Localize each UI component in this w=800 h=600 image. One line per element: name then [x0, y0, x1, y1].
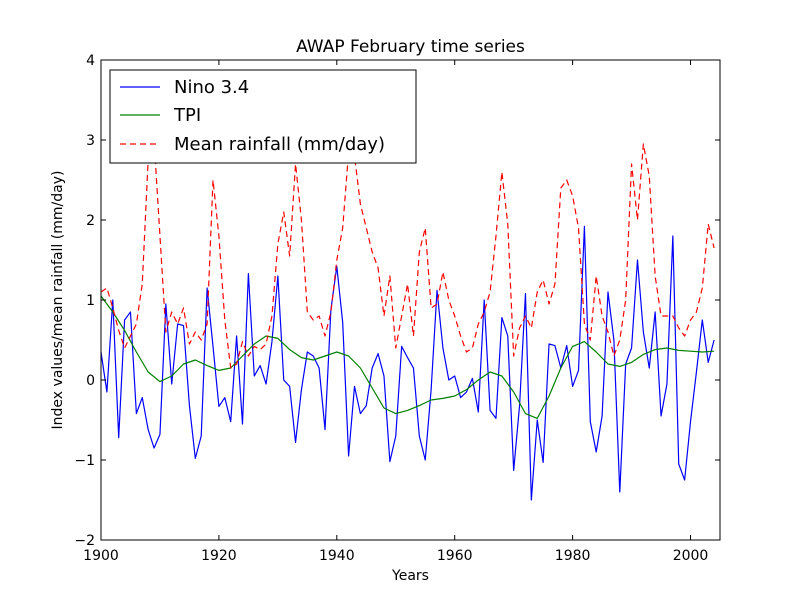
x-axis-label: Years — [391, 568, 429, 584]
legend-label-tpi: TPI — [173, 105, 201, 126]
ticks-layer: 1900 1920 1940 1960 1980 2000 −2 −1 0 1 2 3 4 — [74, 53, 720, 564]
y-tick-label: 4 — [86, 53, 95, 69]
x-tick-label: 1980 — [555, 548, 591, 564]
legend-label-rainfall: Mean rainfall (mm/day) — [174, 134, 385, 155]
legend-box — [109, 69, 417, 164]
x-tick-label: 1900 — [83, 548, 119, 564]
series-layer — [100, 139, 715, 501]
series-line-rainfall — [100, 139, 715, 369]
series-line-nino34 — [100, 225, 715, 501]
series-line-tpi — [100, 295, 715, 419]
y-tick-label: 2 — [86, 213, 95, 229]
x-tick-label: 2000 — [673, 548, 709, 564]
legend-label-nino34: Nino 3.4 — [174, 77, 249, 98]
x-tick-label: 1960 — [437, 548, 473, 564]
y-tick-label: 3 — [86, 133, 95, 149]
y-tick-label: −2 — [74, 533, 95, 549]
y-tick-label: 1 — [86, 293, 95, 309]
legend: Nino 3.4 TPI Mean rainfall (mm/day) — [109, 69, 417, 164]
chart-title: AWAP February time series — [296, 37, 525, 57]
x-tick-label: 1920 — [201, 548, 237, 564]
x-tick-label: 1940 — [319, 548, 355, 564]
y-axis-label: Index values/mean rainfall (mm/day) — [50, 171, 66, 430]
y-tick-label: 0 — [86, 373, 95, 389]
y-tick-label: −1 — [74, 453, 95, 469]
